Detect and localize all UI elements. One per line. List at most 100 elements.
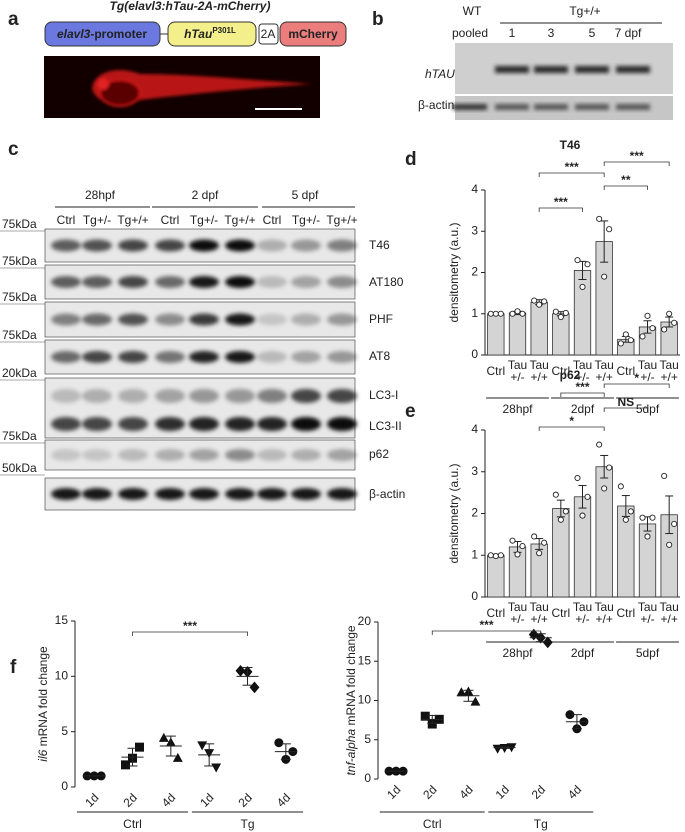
band <box>155 417 185 431</box>
band <box>291 276 321 288</box>
y-tick-label: 2 <box>471 506 478 520</box>
significance-bracket <box>603 407 648 412</box>
text-part: Tau <box>659 600 678 614</box>
point <box>617 483 624 490</box>
group-label: Ctrl <box>123 817 142 831</box>
band <box>155 351 185 363</box>
y-tick-label: 1 <box>471 547 478 561</box>
fish-yolk <box>99 79 141 107</box>
band <box>155 239 185 252</box>
band <box>118 313 148 326</box>
band <box>225 276 255 288</box>
text-part: Ctrl <box>486 364 505 378</box>
x-tick-label: Tau +/- <box>508 600 527 626</box>
band <box>225 239 255 252</box>
x-tick-label: 2d <box>121 790 140 809</box>
point <box>596 215 603 222</box>
lane-label: Tg+/- <box>83 213 111 227</box>
band <box>291 313 321 326</box>
point <box>562 508 569 515</box>
point <box>671 520 678 527</box>
band <box>495 104 529 110</box>
text-part: +/- <box>575 612 589 626</box>
lane-label: 1 <box>509 26 516 40</box>
band <box>189 351 219 363</box>
point <box>492 310 499 317</box>
text-part: hTau <box>184 27 213 41</box>
text-part: +/+ <box>595 370 612 384</box>
lane-label: Tg+/- <box>190 213 218 227</box>
significance-label: * <box>569 414 574 428</box>
point <box>627 337 634 344</box>
point <box>622 516 629 523</box>
panel-label: d <box>405 149 417 170</box>
point <box>565 710 575 720</box>
band <box>257 389 287 403</box>
band <box>155 313 185 326</box>
significance-bracket <box>538 207 583 212</box>
band <box>189 488 219 500</box>
text-part: +/+ <box>660 370 677 384</box>
band <box>189 313 219 326</box>
fish <box>92 70 312 107</box>
y-tick-label: 0 <box>61 779 68 793</box>
band <box>51 276 81 288</box>
x-tick-label: Tau +/- <box>638 600 657 626</box>
point <box>172 752 183 762</box>
point <box>487 310 494 317</box>
band <box>155 488 185 500</box>
blot-label: LC3-I <box>369 388 398 402</box>
text-part: mRNA fold change <box>36 646 50 750</box>
point <box>649 325 656 332</box>
band <box>291 239 321 252</box>
blot-label: T46 <box>369 238 390 252</box>
x-tick-label: 1d <box>197 790 216 809</box>
bar <box>487 313 505 356</box>
significance-bracket <box>538 426 605 431</box>
x-tick-label: Ctrl <box>486 364 505 378</box>
significance-bracket <box>132 631 248 636</box>
panel-label: a <box>8 9 19 30</box>
significance-bracket <box>603 185 648 190</box>
text-part: Ctrl <box>551 364 570 378</box>
band <box>51 389 81 403</box>
group-label: 28hpf <box>502 402 533 416</box>
point <box>456 687 467 697</box>
point <box>557 516 564 523</box>
band <box>291 449 321 461</box>
x-tick-label: 4d <box>274 790 293 809</box>
point <box>574 474 581 482</box>
point <box>666 310 673 317</box>
band <box>257 417 287 431</box>
gene-label: hTauP301L <box>184 26 236 42</box>
text-part: mRNA fold change <box>344 625 358 729</box>
point <box>514 551 521 558</box>
point <box>601 485 608 492</box>
point <box>542 636 553 649</box>
band <box>118 417 148 431</box>
band <box>189 449 219 461</box>
y-tick-label: 0 <box>471 347 478 361</box>
significance-label: *** <box>479 618 493 632</box>
point <box>121 760 130 770</box>
band <box>82 313 112 326</box>
fish-eye <box>97 78 109 90</box>
text-part: Ctrl <box>616 606 635 620</box>
group-label: Ctrl <box>423 817 442 831</box>
significance-bracket <box>603 161 670 166</box>
reporter-box <box>279 21 347 47</box>
point <box>649 514 656 521</box>
point <box>584 261 591 268</box>
band <box>118 488 148 500</box>
band <box>327 488 357 500</box>
x-tick-label: 1d <box>82 790 101 809</box>
lane-label: Tg+/+ <box>117 213 148 227</box>
point <box>509 537 516 544</box>
point <box>622 331 629 338</box>
band <box>51 239 81 252</box>
bar <box>573 270 592 356</box>
y-tick-label: 10 <box>358 693 372 707</box>
x-tick-label: Tau +/- <box>573 358 592 384</box>
lane-label: 7 dpf <box>615 26 642 40</box>
bar <box>487 554 505 598</box>
